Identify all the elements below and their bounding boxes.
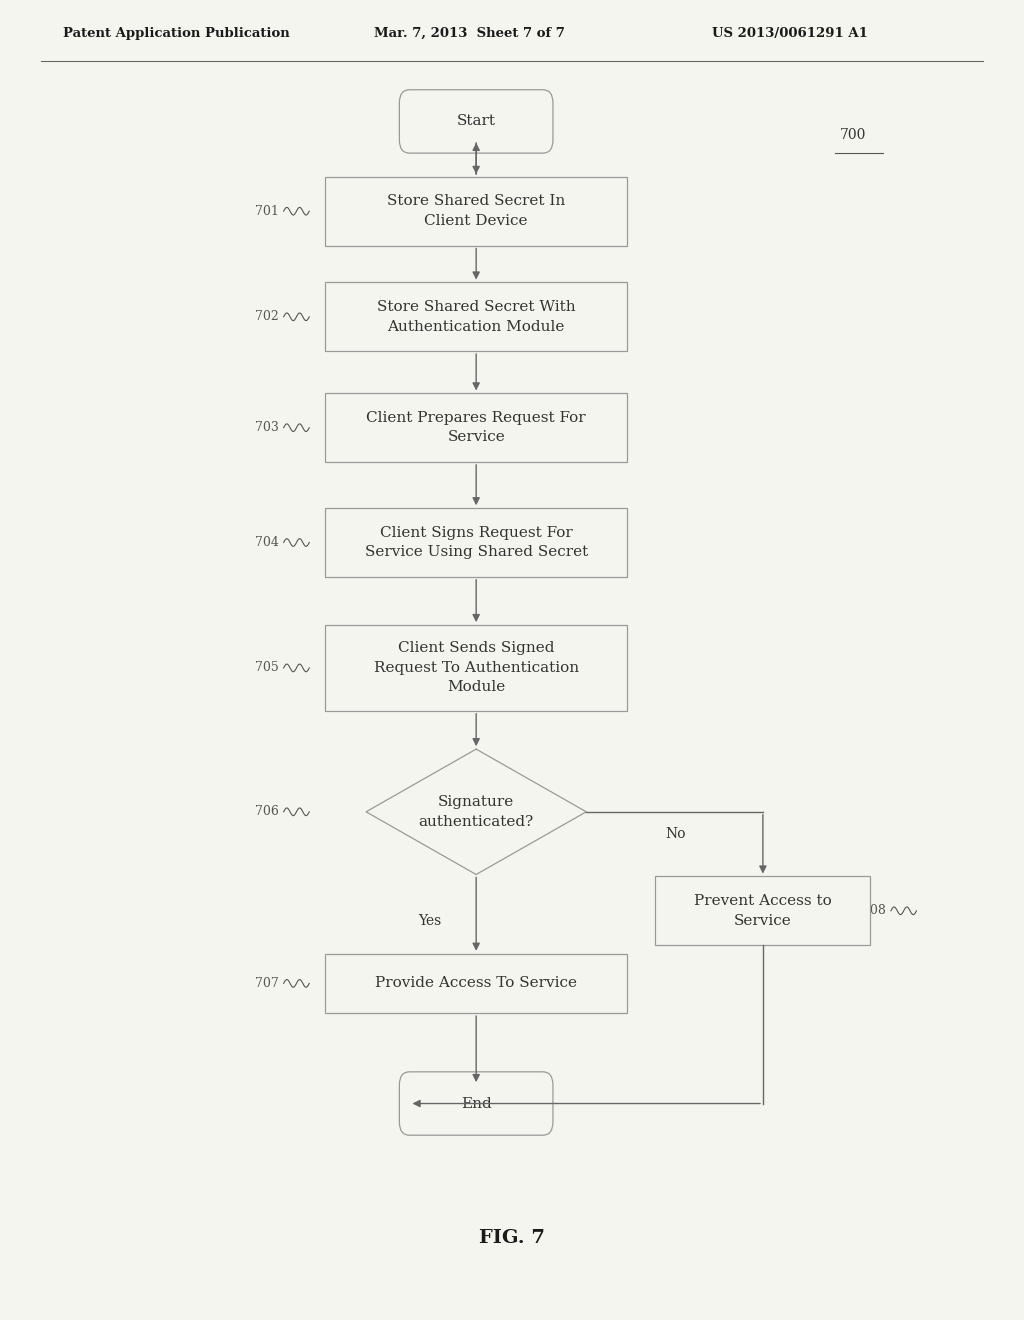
- Text: 705: 705: [255, 661, 279, 675]
- Text: 703: 703: [255, 421, 279, 434]
- Text: Yes: Yes: [419, 915, 441, 928]
- Text: FIG. 7: FIG. 7: [479, 1229, 545, 1247]
- Text: Store Shared Secret With
Authentication Module: Store Shared Secret With Authentication …: [377, 300, 575, 334]
- Text: Patent Application Publication: Patent Application Publication: [63, 26, 290, 40]
- Text: Client Sends Signed
Request To Authentication
Module: Client Sends Signed Request To Authentic…: [374, 642, 579, 694]
- Bar: [326, 508, 627, 577]
- Text: 702: 702: [255, 310, 279, 323]
- Text: US 2013/0061291 A1: US 2013/0061291 A1: [712, 26, 867, 40]
- FancyBboxPatch shape: [399, 90, 553, 153]
- Text: Start: Start: [457, 115, 496, 128]
- Polygon shape: [367, 750, 586, 874]
- Text: Prevent Access to
Service: Prevent Access to Service: [694, 894, 831, 928]
- Text: Store Shared Secret In
Client Device: Store Shared Secret In Client Device: [387, 194, 565, 228]
- Bar: [326, 626, 627, 710]
- Bar: [326, 393, 627, 462]
- Bar: [326, 177, 627, 246]
- Text: 704: 704: [255, 536, 279, 549]
- Text: 701: 701: [255, 205, 279, 218]
- Text: 707: 707: [255, 977, 279, 990]
- Text: Mar. 7, 2013  Sheet 7 of 7: Mar. 7, 2013 Sheet 7 of 7: [374, 26, 564, 40]
- FancyBboxPatch shape: [399, 1072, 553, 1135]
- Text: No: No: [666, 828, 686, 841]
- Text: Signature
authenticated?: Signature authenticated?: [419, 795, 534, 829]
- Text: 700: 700: [840, 128, 866, 141]
- Text: 706: 706: [255, 805, 279, 818]
- Text: Client Prepares Request For
Service: Client Prepares Request For Service: [367, 411, 586, 445]
- Text: Client Signs Request For
Service Using Shared Secret: Client Signs Request For Service Using S…: [365, 525, 588, 560]
- Text: 708: 708: [862, 904, 886, 917]
- Bar: [326, 282, 627, 351]
- Text: Provide Access To Service: Provide Access To Service: [375, 977, 578, 990]
- Text: End: End: [461, 1097, 492, 1110]
- Bar: [655, 876, 870, 945]
- Bar: [326, 953, 627, 1014]
